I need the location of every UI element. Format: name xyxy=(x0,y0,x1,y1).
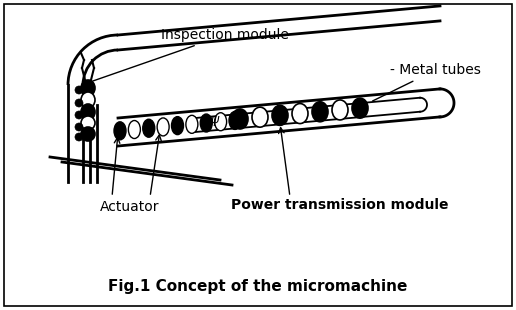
Text: Fig.1 Concept of the micromachine: Fig.1 Concept of the micromachine xyxy=(108,280,408,294)
Ellipse shape xyxy=(75,123,83,131)
Ellipse shape xyxy=(332,100,348,120)
Text: - Metal tubes: - Metal tubes xyxy=(373,63,481,101)
Ellipse shape xyxy=(312,102,328,122)
Ellipse shape xyxy=(143,119,155,137)
Ellipse shape xyxy=(75,99,83,107)
Ellipse shape xyxy=(171,117,184,135)
Ellipse shape xyxy=(352,98,368,118)
Ellipse shape xyxy=(75,86,83,94)
Text: Power transmission module: Power transmission module xyxy=(231,198,449,212)
Ellipse shape xyxy=(81,92,95,108)
Ellipse shape xyxy=(114,122,126,140)
Ellipse shape xyxy=(81,127,95,141)
Ellipse shape xyxy=(186,115,198,133)
Ellipse shape xyxy=(81,104,95,120)
Ellipse shape xyxy=(229,111,241,130)
Ellipse shape xyxy=(128,121,140,139)
Ellipse shape xyxy=(215,113,227,131)
Text: Actuator: Actuator xyxy=(100,200,160,214)
Ellipse shape xyxy=(232,109,248,129)
Ellipse shape xyxy=(272,105,288,125)
Text: $\psi$: $\psi$ xyxy=(210,114,220,128)
Ellipse shape xyxy=(292,104,308,124)
Text: Inspection module: Inspection module xyxy=(93,28,289,81)
Ellipse shape xyxy=(75,133,83,141)
Ellipse shape xyxy=(81,116,95,130)
Ellipse shape xyxy=(81,80,95,96)
Ellipse shape xyxy=(75,111,83,119)
Ellipse shape xyxy=(200,114,212,132)
Ellipse shape xyxy=(252,107,268,127)
Ellipse shape xyxy=(157,118,169,136)
